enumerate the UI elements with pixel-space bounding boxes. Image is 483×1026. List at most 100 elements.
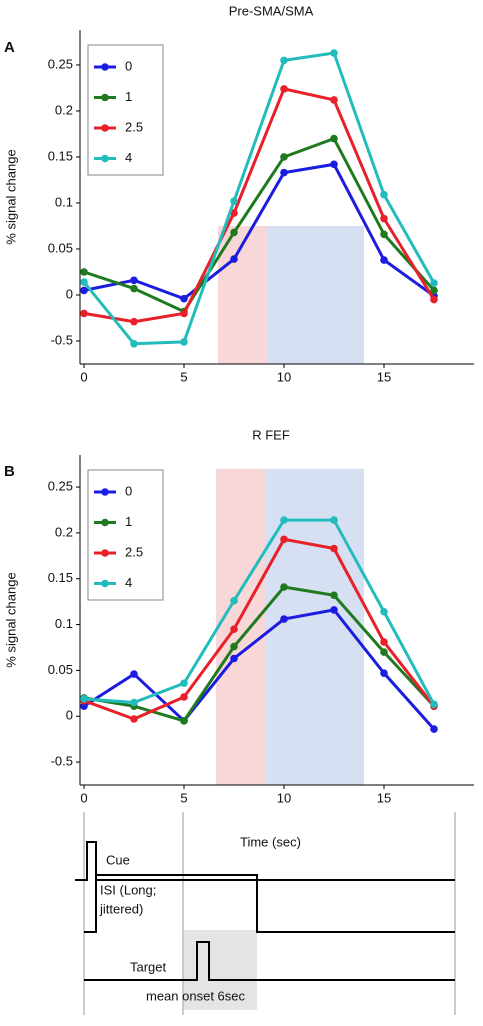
data-point [380,214,388,223]
data-point [430,286,438,295]
x-tick-label: 15 [377,369,391,384]
data-point [230,596,238,605]
data-point [230,642,238,651]
data-point [330,591,338,600]
data-point [180,693,188,701]
data-point [80,268,88,276]
legend-swatch [101,518,109,527]
data-point [280,615,288,623]
data-point [180,717,188,725]
data-point [80,702,88,710]
panel-label: A [4,39,15,56]
legend-label: 2.5 [125,544,143,559]
data-point [80,309,88,318]
data-point [180,294,188,303]
chart: B R FEF % signal change -0.5 0 0.05 0.1 0.15 0.2… [3,427,474,805]
x-tick-label: 5 [180,369,187,384]
onset-label: mean onset 6sec [146,988,246,1003]
series-line [83,136,436,314]
isi-trace [84,874,455,933]
series-line [82,51,436,346]
y-tick-label: 0.05 [48,662,73,677]
data-point [430,295,438,304]
data-point [130,284,138,293]
onset-window [183,930,257,1010]
shaded-region [218,225,268,364]
target-trace [84,941,455,981]
panel-label: B [4,463,15,480]
cue-trace [75,841,455,881]
legend-label: 1 [125,89,132,104]
y-tick-label: 0.2 [55,524,73,539]
shaded-region [216,468,266,785]
legend-swatch [101,93,109,102]
data-point [180,309,188,318]
legend-label: 0 [125,58,132,73]
series-line [83,585,436,723]
data-point [430,700,438,709]
data-point [380,607,388,616]
series-line [83,518,436,706]
data-point [230,197,238,205]
y-tick-label: 0.1 [55,616,73,631]
data-point [280,535,288,544]
data-point [230,228,238,237]
data-point [430,279,438,287]
data-point [130,317,138,326]
data-point [130,276,138,285]
data-point [80,286,88,295]
chart-title: Pre-SMA/SMA [229,3,314,18]
series-line [83,162,435,301]
x-tick-label: 0 [80,790,87,805]
legend-swatch [101,579,109,588]
y-tick-label: 0.25 [48,56,73,71]
y-tick-label: 0.2 [55,102,73,117]
legend-label: 4 [125,150,132,165]
legend-label: 4 [125,575,132,590]
x-tick-label: 5 [180,790,187,805]
data-point [330,516,338,524]
data-point [80,278,88,286]
x-tick-label: 10 [277,790,291,805]
data-point [330,606,338,614]
shaded-region [268,225,364,364]
x-tick-label: 15 [377,790,391,805]
data-point [280,516,288,524]
data-point [330,160,338,169]
isi-label: ISI (Long; [100,882,156,897]
data-point [230,209,238,217]
timeline-label: Time (sec) [240,834,301,849]
data-point [330,134,338,143]
legend-swatch [101,63,109,71]
data-point [330,49,338,57]
data-point [280,56,288,65]
data-point [380,230,388,239]
data-point [280,168,288,177]
chart-title: R FEF [252,427,290,442]
data-point [380,256,388,264]
legend-label: 2.5 [125,119,143,134]
charts: A Pre-SMA/SMA % signal change -0.5 0 0.05 0.1 0… [3,3,474,805]
data-point [130,339,138,348]
y-tick-label: 0.25 [48,479,73,494]
data-point [330,96,338,104]
series-line [83,537,436,721]
cue-label: Cue [106,852,130,867]
y-axis-label: % signal change [3,149,18,244]
legend-label: 1 [125,514,132,529]
x-tick-label: 0 [80,369,87,384]
data-point [280,85,288,93]
chart: A Pre-SMA/SMA % signal change -0.5 0 0.05 0.1 0… [3,3,474,384]
y-tick-label: -0.5 [51,754,73,769]
data-point [130,698,138,707]
y-tick-label: 0.05 [48,240,73,255]
data-point [230,654,238,663]
legend-swatch [101,549,109,557]
legend-swatch [101,124,109,132]
data-point [230,255,238,263]
data-point [380,669,388,677]
data-point [430,725,438,733]
data-point [280,583,288,591]
data-point [380,648,388,656]
